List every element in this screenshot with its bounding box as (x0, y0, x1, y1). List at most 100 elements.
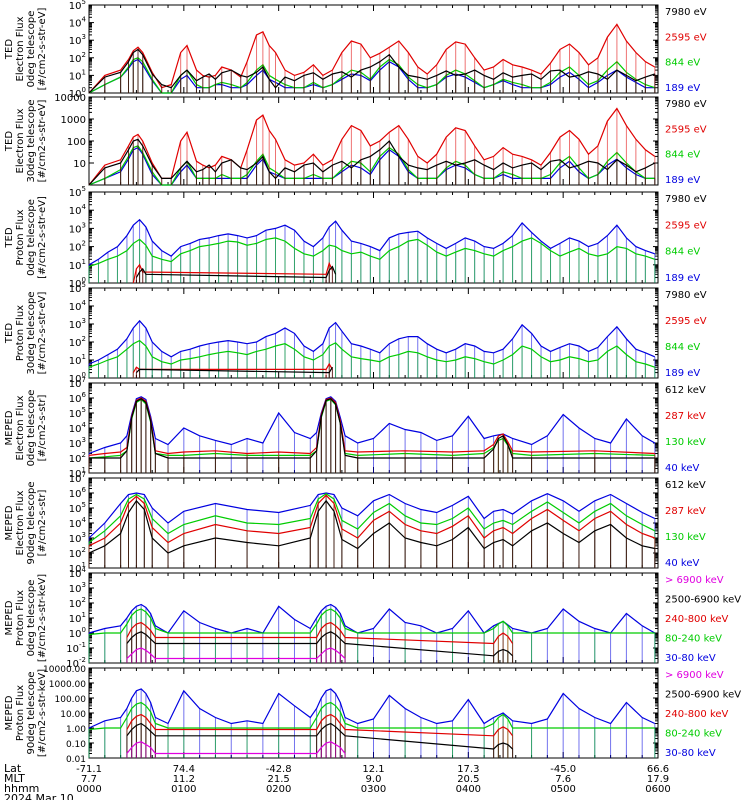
y-tick-label: 106 (69, 486, 87, 500)
y-axis-label-line: Electron Flux (15, 16, 26, 81)
y-tick-label: 103 (69, 581, 86, 595)
legend-entry: 240-800 keV (665, 709, 729, 720)
y-tick-label: 10000.00 (43, 665, 86, 675)
legend-entry: 7980 eV (665, 7, 707, 18)
legend-entry: 80-240 keV (665, 634, 722, 645)
y-tick-label: 101 (69, 611, 86, 625)
series-line-0 (135, 265, 337, 279)
time-tick-label: 0000 (76, 784, 101, 795)
y-tick-label: 104 (69, 16, 87, 30)
y-tick-label: 105 (69, 501, 86, 515)
legend-entry: > 6900 keV (665, 575, 724, 586)
legend-entry: 7980 eV (665, 290, 707, 301)
mlt-tick-label: 21.5 (268, 774, 290, 785)
y-tick-label: 105 (69, 185, 86, 199)
series-line-3 (88, 492, 656, 539)
y-tick-label: 102 (69, 240, 86, 254)
series-line-1 (88, 23, 656, 94)
y-tick-label: 105 (69, 406, 86, 420)
y-axis-label-line: Proton Flux (15, 590, 26, 646)
y-tick-label: 0.10 (66, 740, 86, 750)
legend-entry: 30-80 keV (665, 653, 716, 664)
series-line-4 (88, 603, 656, 634)
y-tick-label: 101 (69, 68, 86, 82)
y-tick-label: 102 (69, 546, 86, 560)
y-axis-label-line: [#/cm2-s-str-eV] (37, 196, 48, 279)
legend-entry: 2595 eV (665, 32, 707, 43)
y-tick-label: 10.00 (60, 710, 86, 720)
y-tick-label: 1000 (61, 115, 86, 126)
y-tick-label: 103 (69, 33, 86, 47)
panel-ted_p_30: 100 101 102 103 104 105 TED Proton Flux 30deg te… (4, 281, 707, 385)
hhmm-row-label: hhmm (4, 782, 39, 795)
series-line-0 (88, 499, 655, 554)
legend-entry: 287 keV (665, 506, 706, 517)
y-tick-label: 104 (69, 566, 87, 580)
y-tick-label: 107 (69, 471, 86, 485)
y-tick-label: 106 (69, 391, 87, 405)
y-tick-label: 102 (69, 451, 86, 465)
y-tick-label: 101 (69, 466, 86, 480)
lat-tick-label: -42.8 (266, 764, 292, 775)
y-tick-label: 0.01 (66, 755, 86, 765)
series-line-3 (88, 396, 656, 455)
legend-entry: 2595 eV (665, 316, 707, 327)
y-tick-label: 100 (67, 137, 86, 148)
series-line-0 (88, 138, 656, 186)
y-tick-label: 100 (69, 371, 86, 385)
y-tick-label: 103 (69, 317, 86, 331)
legend-entry: 2500-6900 keV (665, 690, 741, 701)
y-tick-label: 100 (69, 86, 86, 100)
legend-entry: 844 eV (665, 342, 700, 353)
y-tick-label: 1.00 (66, 725, 86, 735)
y-axis-label-line: 90deg telescope (26, 481, 37, 564)
y-axis-label-line: 0deg telescope (26, 11, 37, 88)
y-axis-label-line: TED (4, 39, 15, 60)
series-line-0 (135, 366, 333, 374)
y-axis-label-line: [#/cm2-s-str] (37, 489, 48, 556)
legend-entry: 2595 eV (665, 220, 707, 231)
legend-entry: 2500-6900 keV (665, 595, 741, 606)
y-tick-label: 102 (69, 335, 86, 349)
y-tick-label: 10-2 (66, 656, 86, 670)
y-tick-label: 102 (69, 51, 86, 65)
series-line-4 (88, 688, 656, 729)
y-axis-label-line: 30deg telescope (26, 99, 37, 182)
lat-tick-label: -45.0 (550, 764, 576, 775)
y-tick-label: 100 (69, 626, 86, 640)
panel-ted_e_30: 10 100 1000 10000 TED Electron Flux 30deg tele… (4, 93, 707, 186)
y-tick-label: 101 (69, 353, 86, 367)
mlt-tick-label: 20.5 (457, 774, 479, 785)
y-axis-label-line: TED (4, 323, 15, 344)
y-tick-label: 104 (69, 299, 87, 313)
y-tick-label: 1000.00 (49, 680, 86, 690)
lat-tick-label: 12.1 (362, 764, 384, 775)
mlt-tick-label: 9.0 (366, 774, 382, 785)
y-tick-label: 103 (69, 221, 86, 235)
time-tick-label: 0500 (550, 784, 575, 795)
y-tick-label: 103 (69, 436, 86, 450)
y-tick-label: 101 (69, 561, 86, 575)
series-line-3 (88, 58, 655, 94)
panel-ted_p_0: 100 101 102 103 104 105 TED Proton Flux 0deg tel… (4, 185, 707, 290)
y-axis-label-line: [#/cm2-s-str-eV] (37, 100, 48, 183)
lat-tick-label: 17.3 (457, 764, 479, 775)
mlt-tick-label: 17.9 (647, 774, 669, 785)
legend-entry: 2595 eV (665, 124, 707, 135)
y-tick-label: 101 (69, 258, 86, 272)
y-tick-label: 104 (69, 421, 87, 435)
legend-entry: 612 keV (665, 480, 706, 491)
mlt-row-label: MLT (4, 772, 25, 785)
mlt-tick-label: 11.2 (173, 774, 195, 785)
y-axis-label-line: [#/cm2-s-str-keV] (37, 669, 48, 757)
lat-tick-label: 74.4 (173, 764, 195, 775)
y-axis-label-line: Proton Flux (15, 685, 26, 741)
y-tick-label: 105 (69, 281, 86, 295)
y-axis-label-line: Electron Flux (15, 490, 26, 555)
